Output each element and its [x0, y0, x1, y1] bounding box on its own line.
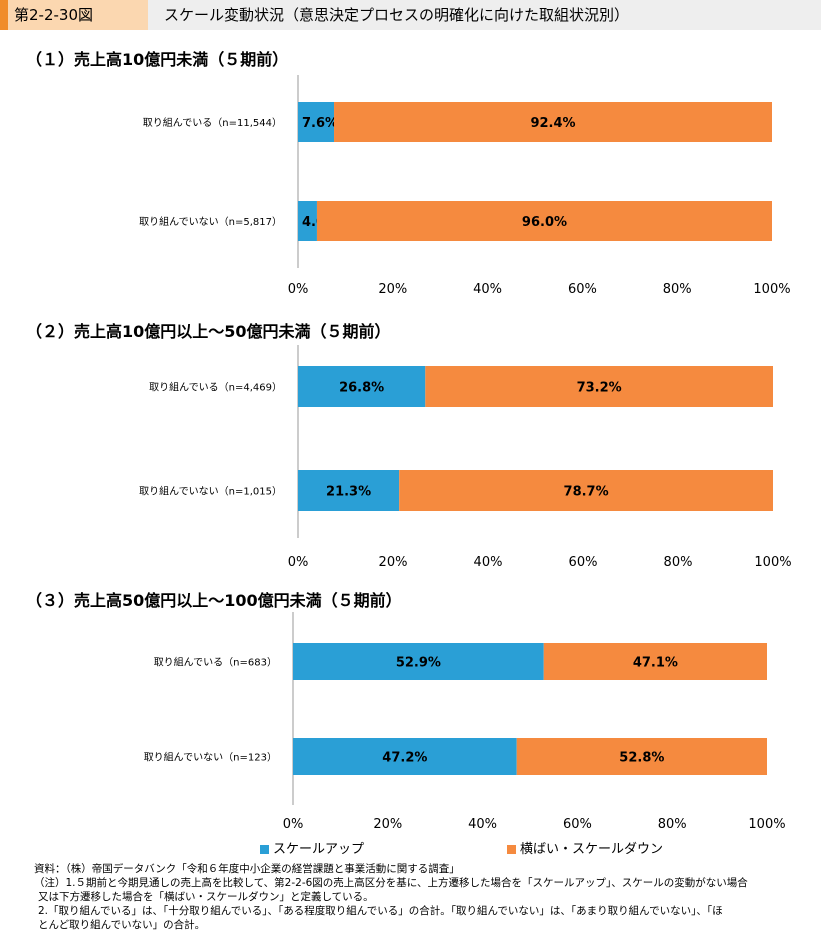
note-2-cont: とんど取り組んでいない」の合計。	[38, 919, 206, 931]
x-tick-label: 60%	[563, 817, 592, 832]
note-1: （注）1.５期前と今期見通しの売上高を比較して、第2-2-6図の売上高区分を基に…	[34, 877, 748, 889]
category-label: 取り組んでいない（n=5,817）	[139, 215, 282, 228]
bar-flat-down	[316, 201, 772, 241]
note-2: 2.「取り組んでいる」は、「十分取り組んでいる」、「ある程度取り組んでいる」の合…	[38, 905, 723, 917]
x-tick-label: 60%	[568, 282, 597, 297]
bar-flat-down	[334, 102, 772, 142]
bar-flat-down	[516, 738, 767, 775]
x-tick-label: 20%	[378, 282, 407, 297]
x-tick-label: 20%	[373, 817, 402, 832]
chart-2: 0% 20% 40% 60% 80% 100% 取り組んでいる（n=4,469） 26.8% 7…	[139, 345, 792, 570]
data-label: 7.6%	[302, 116, 338, 131]
legend-item-scale-up: スケールアップ	[260, 838, 364, 857]
data-label: 47.2%	[382, 751, 427, 766]
legend-item-flat-down: 横ばい・スケールダウン	[507, 838, 663, 857]
x-tick-label: 40%	[474, 555, 503, 570]
bar-scale-up	[298, 102, 335, 142]
legend-swatch-scale-up	[260, 845, 269, 854]
chart-2-title: （２）売上高10億円以上～50億円未満（５期前）	[26, 322, 391, 341]
chart-1: 0% 20% 40% 60% 80% 100% 取り組んでいる（n=11,544） 7.6% 9…	[139, 75, 791, 297]
note-source: 資料：（株）帝国データバンク「令和６年度中小企業の経営課題と事業活動に関する調査…	[34, 863, 460, 875]
bar-scale-up	[298, 201, 317, 241]
x-tick-label: 100%	[753, 282, 790, 297]
x-tick-label: 80%	[658, 817, 687, 832]
category-label: 取り組んでいない（n=1,015）	[139, 485, 282, 498]
data-label: 26.8%	[339, 381, 384, 396]
data-label: 21.3%	[326, 485, 371, 500]
chart-3: 0% 20% 40% 60% 80% 100% 取り組んでいる（n=683） 52.9% 47.…	[144, 612, 786, 832]
x-tick-label: 0%	[288, 555, 309, 570]
x-tick-label: 60%	[569, 555, 598, 570]
x-tick-label: 20%	[379, 555, 408, 570]
x-tick-label: 0%	[283, 817, 304, 832]
figure-header: 第2-2-30図 スケール変動状況（意思決定プロセスの明確化に向けた取組状況別）	[0, 0, 821, 30]
bar-scale-up	[293, 738, 517, 775]
legend-label-flat-down: 横ばい・スケールダウン	[520, 842, 664, 857]
legend-label-scale-up: スケールアップ	[273, 842, 365, 857]
x-tick-label: 80%	[663, 282, 692, 297]
data-label: 47.1%	[633, 656, 678, 671]
data-label: 73.2%	[577, 381, 622, 396]
data-label: 52.9%	[396, 656, 441, 671]
x-tick-label: 40%	[468, 817, 497, 832]
chart-3-title: （３）売上高50億円以上～100億円未満（５期前）	[26, 591, 402, 610]
chart-1-title: （１）売上高10億円未満（５期前）	[26, 50, 289, 69]
category-label: 取り組んでいる（n=11,544）	[143, 116, 282, 129]
bar-flat-down	[425, 366, 773, 407]
category-label: 取り組んでいる（n=4,469）	[149, 381, 282, 394]
data-label: 52.8%	[619, 751, 664, 766]
category-label: 取り組んでいる（n=683）	[154, 656, 277, 669]
bar-flat-down	[543, 643, 767, 680]
x-tick-label: 100%	[754, 555, 791, 570]
category-label: 取り組んでいない（n=123）	[144, 751, 277, 764]
x-tick-label: 100%	[748, 817, 785, 832]
note-1-cont: 又は下方遷移した場合を「横ばい・スケールダウン」と定義している。	[38, 891, 374, 903]
x-tick-label: 0%	[288, 282, 309, 297]
figure-title: スケール変動状況（意思決定プロセスの明確化に向けた取組状況別）	[164, 6, 630, 24]
legend-swatch-flat-down	[507, 845, 516, 854]
data-label: 92.4%	[530, 116, 575, 131]
figure-label: 第2-2-30図	[0, 0, 148, 30]
data-label: 96.0%	[522, 215, 567, 230]
notes: 資料：（株）帝国データバンク「令和６年度中小企業の経営課題と事業活動に関する調査…	[34, 862, 814, 932]
bar-flat-down	[399, 470, 773, 511]
bar-scale-up	[293, 643, 544, 680]
bar-scale-up	[298, 366, 426, 407]
x-tick-label: 40%	[473, 282, 502, 297]
bar-scale-up	[298, 470, 400, 511]
x-tick-label: 80%	[664, 555, 693, 570]
data-label: 78.7%	[564, 485, 609, 500]
